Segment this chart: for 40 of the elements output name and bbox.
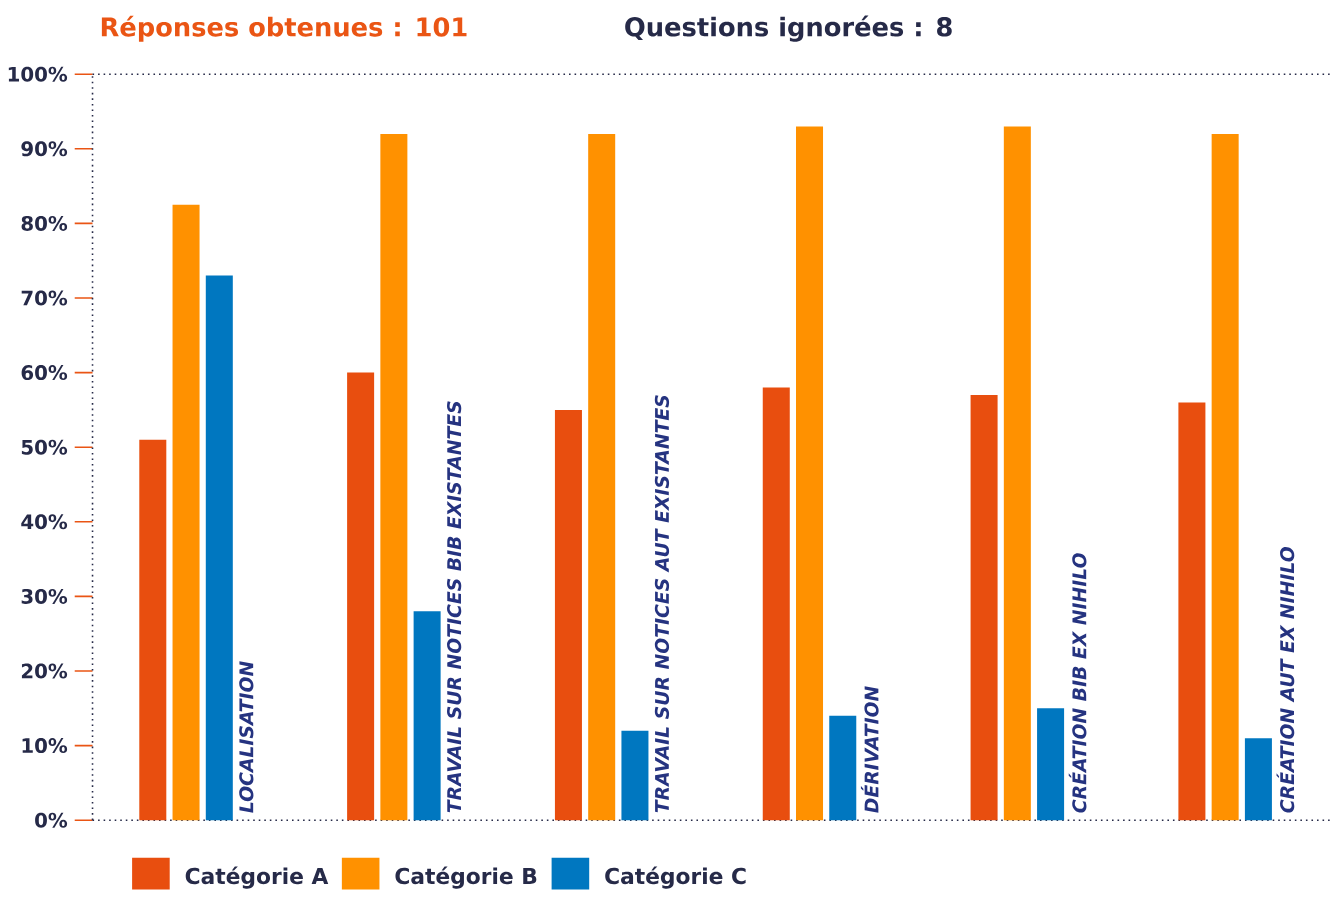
y-tick-label: 90% (21, 141, 68, 157)
y-tick-label: 40% (21, 514, 68, 530)
y-tick-label: 100% (8, 66, 68, 82)
bar (347, 372, 375, 821)
bar (762, 387, 790, 821)
y-tick-label: 80% (21, 215, 68, 231)
y-tick-label: 20% (21, 663, 68, 679)
bar (829, 715, 857, 821)
x-tick-label: CRÉATION AUT EX NIHILO (1276, 546, 1295, 813)
bar (621, 730, 649, 821)
x-tick-label: CRÉATION BIB EX NIHILO (1068, 552, 1087, 813)
legend-label: Catégorie A (185, 866, 329, 889)
bar (1211, 133, 1239, 821)
bar (1003, 126, 1031, 821)
bar (380, 133, 408, 821)
bar (588, 133, 616, 821)
x-tick-label: TRAVAIL SUR NOTICES AUT EXISTANTES (654, 395, 670, 813)
y-tick-label: 70% (21, 290, 68, 306)
y-tick-label: 30% (21, 588, 68, 604)
x-tick-label: LOCALISATION (239, 661, 254, 813)
y-tick-label: 60% (21, 364, 68, 380)
legend-label: Catégorie C (605, 866, 746, 889)
bar (796, 126, 824, 821)
x-tick-label: TRAVAIL SUR NOTICES BIB EXISTANTES (447, 401, 462, 813)
y-tick-label: 10% (22, 737, 68, 753)
bar (1244, 737, 1272, 821)
bar (413, 611, 441, 821)
bar (1178, 402, 1206, 821)
bar (970, 394, 998, 821)
y-tick-label: 0% (35, 812, 68, 828)
chart-title: Réponses obtenues : 101 (101, 15, 467, 42)
chart-subtitle: Questions ignorées : 8 (625, 15, 952, 42)
bar (554, 409, 582, 821)
bar (139, 439, 167, 821)
legend-label: Catégorie B (395, 866, 537, 889)
x-tick-label: DÉRIVATION (860, 685, 879, 813)
bar (205, 275, 233, 821)
bar (1037, 708, 1065, 821)
y-tick-label: 50% (21, 439, 68, 455)
bar (172, 204, 200, 821)
